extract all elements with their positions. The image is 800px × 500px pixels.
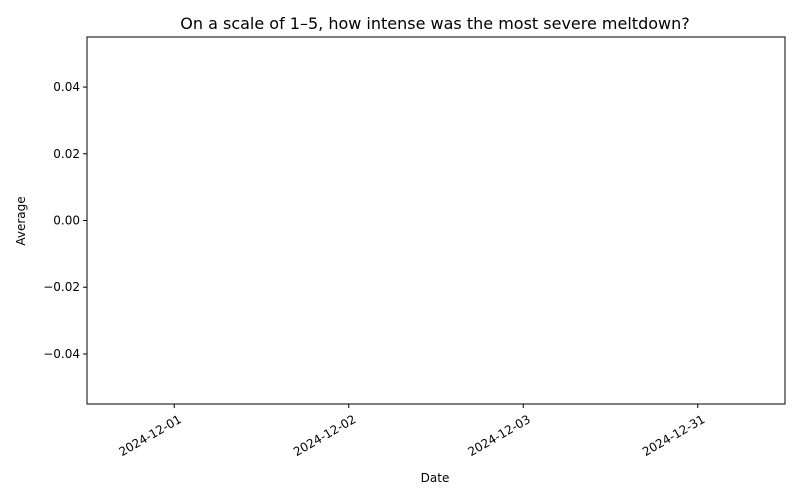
x-axis-label: Date xyxy=(421,471,450,485)
plot-area-frame xyxy=(86,36,786,405)
y-tick-label: −0.02 xyxy=(43,280,80,294)
x-axis: 2024-12-01 2024-12-02 2024-12-03 2024-12-31 xyxy=(116,404,707,459)
x-tick-label: 2024-12-31 xyxy=(640,412,707,459)
y-tick-label: 0.02 xyxy=(53,147,80,161)
y-tick-label: 0.00 xyxy=(53,214,80,228)
y-axis: 0.04 0.02 0.00 −0.02 −0.04 xyxy=(43,80,87,361)
x-tick-label: 2024-12-02 xyxy=(291,412,358,459)
x-tick-label: 2024-12-03 xyxy=(465,412,532,459)
y-axis-label: Average xyxy=(14,196,28,245)
chart-title: On a scale of 1–5, how intense was the m… xyxy=(180,14,689,33)
y-tick-label: −0.04 xyxy=(43,347,80,361)
y-tick-label: 0.04 xyxy=(53,80,80,94)
x-tick-label: 2024-12-01 xyxy=(116,412,183,459)
